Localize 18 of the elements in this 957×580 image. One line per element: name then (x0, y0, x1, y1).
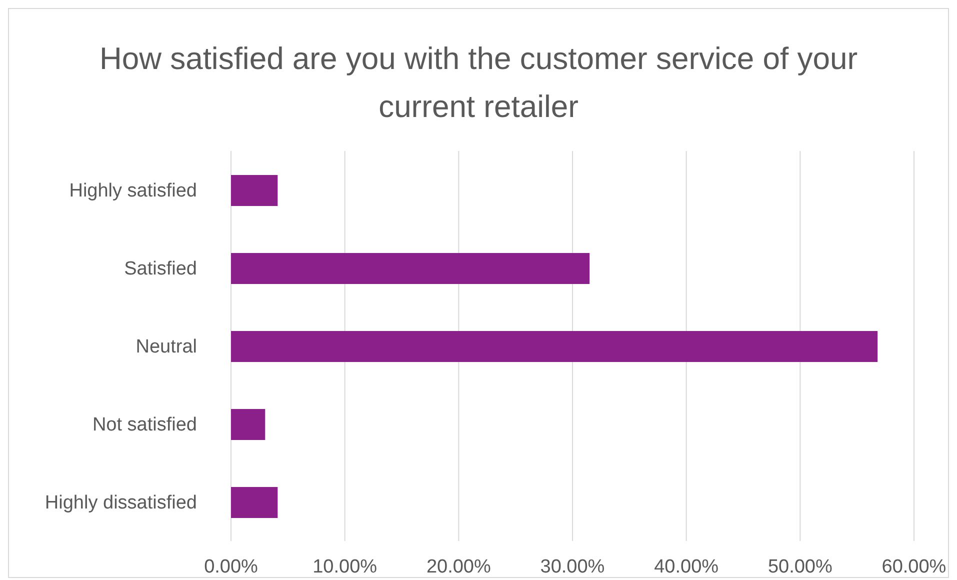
chart-title: How satisfied are you with the customer service of your current retailer (98, 40, 858, 126)
bar (231, 409, 266, 440)
y-tick-label: Not satisfied (92, 414, 197, 436)
y-tick-label: Highly satisfied (69, 180, 197, 202)
x-tick-label: 10.00% (312, 556, 378, 578)
x-tick-label: 40.00% (654, 556, 719, 578)
bar (231, 253, 590, 284)
y-tick-label: Satisfied (124, 258, 197, 280)
x-tick-label: 50.00% (768, 556, 832, 578)
y-tick-label: Highly dissatisfied (44, 492, 197, 514)
x-tick-label: 30.00% (540, 556, 605, 578)
x-tick-label: 20.00% (426, 556, 491, 578)
x-tick-label: 0.00% (204, 556, 258, 578)
x-tick-label: 60.00% (882, 556, 946, 578)
y-tick-label: Neutral (136, 336, 197, 358)
bar (231, 175, 278, 206)
bar (231, 487, 278, 518)
bar (231, 331, 878, 362)
